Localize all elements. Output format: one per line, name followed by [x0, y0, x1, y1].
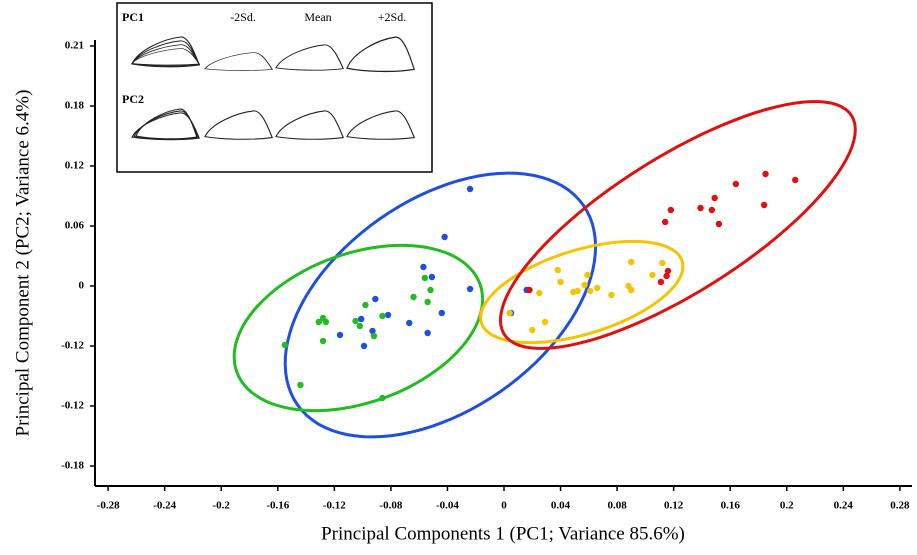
point	[379, 312, 386, 320]
point	[657, 278, 665, 286]
inset: PC1 PC2 -2Sd. Mean +2Sd.	[116, 2, 433, 173]
point	[424, 298, 431, 306]
y-tick-label: 0.12	[65, 160, 85, 172]
confidence-ellipse	[283, 171, 598, 439]
x-tick-label: -0.28	[97, 500, 120, 512]
point	[421, 274, 429, 282]
point	[336, 331, 344, 339]
point	[667, 206, 675, 214]
y-tick-label: -0.12	[61, 340, 84, 352]
point	[649, 271, 656, 279]
x-tick-label: 0.08	[607, 500, 627, 512]
point	[506, 309, 513, 317]
x-tick-label: 0.2	[780, 500, 794, 512]
point	[428, 273, 436, 281]
point	[372, 295, 379, 303]
confidence-ellipse	[232, 243, 485, 413]
point	[584, 271, 591, 279]
point	[420, 263, 427, 271]
point	[369, 327, 376, 335]
x-tick-label: -0.12	[323, 500, 346, 512]
point	[541, 318, 549, 326]
point	[760, 201, 768, 209]
point	[664, 267, 672, 275]
point	[711, 194, 718, 202]
y-tick-label: 0.21	[65, 40, 84, 52]
point	[574, 287, 581, 295]
point	[315, 318, 322, 326]
x-tick-label: 0.28	[890, 500, 910, 512]
point	[663, 272, 670, 280]
y-tick-label: 0	[79, 280, 85, 292]
point	[792, 176, 799, 184]
x-tick-label: -0.08	[379, 500, 402, 512]
point	[297, 381, 304, 389]
point	[715, 220, 723, 228]
x-tick-label: -0.04	[436, 500, 459, 512]
x-tick-label: 0.12	[664, 500, 684, 512]
point	[281, 341, 289, 349]
point	[587, 287, 594, 295]
point	[410, 293, 417, 301]
point	[438, 309, 445, 317]
x-tick-label: -0.24	[153, 500, 176, 512]
point	[356, 322, 363, 330]
point	[358, 315, 365, 323]
point	[370, 332, 378, 340]
point	[628, 258, 635, 266]
point	[594, 284, 601, 292]
point	[352, 317, 359, 325]
point	[536, 289, 543, 297]
inset-col-label: Mean	[304, 10, 331, 24]
point	[732, 180, 740, 188]
point	[608, 291, 615, 299]
point	[406, 319, 413, 327]
point	[529, 326, 536, 334]
x-tick-label: 0.04	[551, 500, 571, 512]
point	[708, 206, 716, 214]
y-tick-label: 0.06	[65, 220, 85, 232]
point	[441, 233, 448, 241]
point	[466, 285, 474, 293]
x-tick-label: 0.24	[834, 500, 854, 512]
point	[379, 394, 386, 402]
confidence-ellipse	[498, 100, 857, 350]
point	[424, 329, 431, 337]
point	[659, 259, 666, 267]
point	[427, 286, 434, 294]
inset-row-label: PC2	[122, 92, 144, 106]
point	[661, 218, 669, 226]
x-tick-label: 0.16	[721, 500, 741, 512]
confidence-ellipse	[479, 239, 685, 345]
point	[466, 185, 474, 193]
y-tick-label: -0.12	[61, 400, 84, 412]
y-tick-label: 0.18	[65, 100, 85, 112]
inset-col-label: +2Sd.	[378, 10, 406, 24]
point	[625, 282, 632, 290]
point	[581, 281, 588, 289]
inset-row-label: PC1	[122, 10, 144, 24]
point	[554, 266, 561, 274]
y-tick-label: -0.18	[61, 460, 84, 472]
point	[526, 286, 533, 294]
inset-box	[116, 2, 433, 173]
point	[362, 301, 369, 309]
point	[322, 318, 330, 326]
point	[384, 311, 392, 319]
point	[360, 342, 368, 350]
x-tick-label: -0.2	[213, 500, 231, 512]
point	[697, 204, 704, 212]
point	[557, 278, 564, 286]
point	[319, 337, 327, 345]
y-axis-label: Principal Component 2 (PC2; Variance 6.4…	[12, 90, 33, 437]
x-axis-label: Principal Components 1 (PC1; Variance 85…	[321, 523, 685, 544]
x-tick-label: 0	[501, 500, 507, 512]
inset-col-label: -2Sd.	[230, 10, 256, 24]
point	[762, 170, 769, 178]
x-tick-label: -0.16	[266, 500, 289, 512]
